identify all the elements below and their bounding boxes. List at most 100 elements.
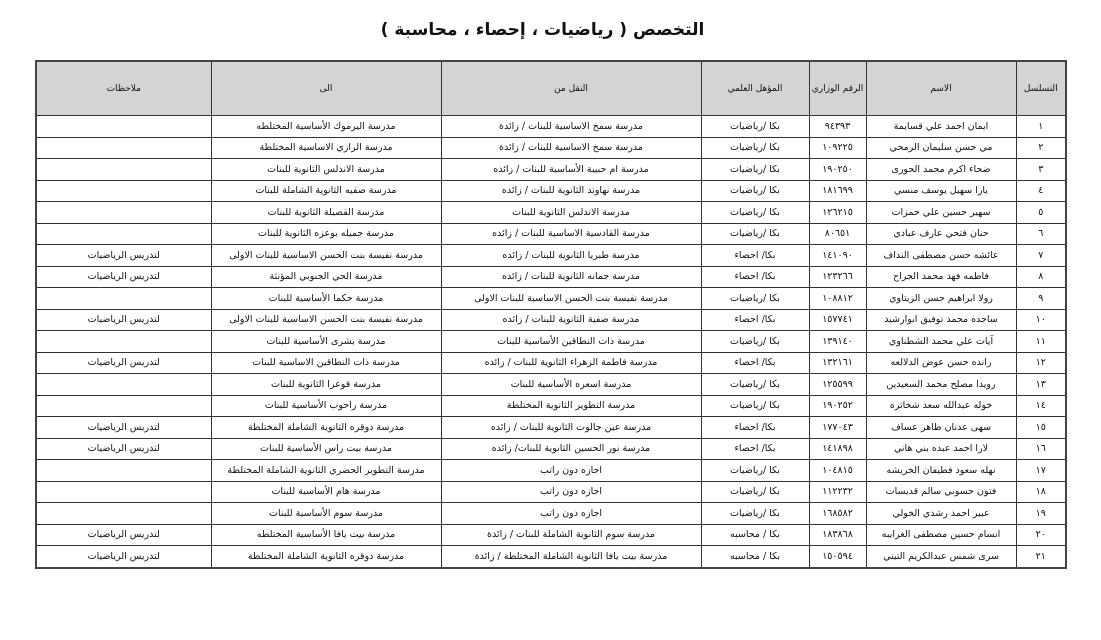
ministry-number-cell: ١٠٨٨١٢ — [808, 287, 867, 310]
header-ministry-number: الرقم الوزاري — [808, 60, 867, 116]
ministry-number-cell: ١٩٠٢٥٠ — [808, 158, 867, 181]
transfers-table: التسلسل الاسم الرقم الوزاري المؤهل العلم… — [35, 60, 1067, 569]
serial-cell: ٨ — [1015, 265, 1067, 288]
transfer-to-cell: مدرسة الحي الجنوبي المؤنثة — [210, 265, 442, 288]
qualification-cell: بكا /رياضيات — [700, 394, 810, 417]
serial-cell: ١ — [1015, 115, 1067, 138]
notes-cell — [35, 480, 212, 503]
notes-cell: لتدريس الرياضيات — [35, 244, 212, 267]
table-body: ١ ايمان احمد علي قسايمة ٩٤٣٩٣ بكا /رياضيات م… — [35, 115, 1067, 568]
notes-cell — [35, 222, 212, 245]
serial-cell: ١١ — [1015, 330, 1067, 353]
qualification-cell: بكا /رياضيات — [700, 287, 810, 310]
serial-cell: ١٩ — [1015, 502, 1067, 525]
transfer-to-cell: مدرسة الرازي الاساسية المختلطة — [210, 136, 442, 159]
transfer-from-cell: مدرسة طبريا الثانوية للبنات / زائده — [440, 244, 702, 267]
serial-cell: ٤ — [1015, 179, 1067, 202]
serial-cell: ٣ — [1015, 158, 1067, 181]
transfer-from-cell: مدرسة اسعره الأساسية للبنات — [440, 373, 702, 396]
serial-cell: ١٤ — [1015, 394, 1067, 417]
name-cell: سرى شمس عبدالكريم التيني — [865, 545, 1017, 568]
table-row: ١١ آيات علي محمد الشطناوي ١٣٩١٤٠ بكا /رياضي… — [35, 330, 1067, 353]
header-transfer-from: النقل من — [440, 60, 702, 116]
name-cell: ساجده محمد توفيق ابوارشيد — [865, 308, 1017, 331]
table-row: ١٠ ساجده محمد توفيق ابوارشيد ١٥٧٧٤١ بكا/ اح… — [35, 308, 1067, 331]
transfer-to-cell: مدرسة دوقره الثانوية الشاملة المختلطة — [210, 416, 442, 439]
table-row: ١٤ خوله عبدالله سعد شخاتره ١٩٠٢٥٢ بكا /رياض… — [35, 394, 1067, 417]
transfer-to-cell: مدرسة نفيسة بنت الحسن الاساسية للبنات ال… — [210, 308, 442, 331]
table-row: ٢٠ انسام حسين مصطفى الغرايبه ١٨٣٨٦٨ بكا / م… — [35, 523, 1067, 546]
transfer-from-cell: اجازه دون راتب — [440, 502, 702, 525]
transfer-to-cell: مدرسة سوم الأساسية للبنات — [210, 502, 442, 525]
name-cell: عبير احمد رشدي الخولي — [865, 502, 1017, 525]
ministry-number-cell: ١٧٧٠٤٣ — [808, 416, 867, 439]
name-cell: نهله سعود فطيفان الخريشه — [865, 459, 1017, 482]
qualification-cell: بكا/ احصاء — [700, 416, 810, 439]
notes-cell: لتدريس الرياضيات — [35, 265, 212, 288]
ministry-number-cell: ١٠٤٨١٥ — [808, 459, 867, 482]
transfer-to-cell: مدرسة صفيه الثانوية الشاملة للبنات — [210, 179, 442, 202]
table-row: ١٦ لارا احمد عبده بني هاني ١٤١٨٩٨ بكا/ احصا… — [35, 437, 1067, 460]
table-row: ١٩ عبير احمد رشدي الخولي ١٦٨٥٨٢ بكا /رياضيا… — [35, 502, 1067, 525]
header-transfer-to: الى — [210, 60, 442, 116]
ministry-number-cell: ١٢٣٢٦٦ — [808, 265, 867, 288]
notes-cell: لتدريس الرياضيات — [35, 545, 212, 568]
table-row: ٥ سهير حسين علي حمزات ١٢٦٢١٥ بكا /رياضيات مد… — [35, 201, 1067, 224]
name-cell: حنان فتحي عارف عبادي — [865, 222, 1017, 245]
table-row: ١٧ نهله سعود فطيفان الخريشه ١٠٤٨١٥ بكا /ريا… — [35, 459, 1067, 482]
ministry-number-cell: ١٦٨٥٨٢ — [808, 502, 867, 525]
ministry-number-cell: ١٨١٦٩٩ — [808, 179, 867, 202]
transfer-to-cell: مدرسة نفيسة بنت الحسن الاساسية للبنات ال… — [210, 244, 442, 267]
notes-cell: لتدريس الرياضيات — [35, 437, 212, 460]
ministry-number-cell: ١٢٥٥٩٩ — [808, 373, 867, 396]
serial-cell: ١٦ — [1015, 437, 1067, 460]
name-cell: فتون حسوني سالم قديسات — [865, 480, 1017, 503]
transfer-from-cell: مدرسة عين جالوت الثانوية للبنات / زائده — [440, 416, 702, 439]
serial-cell: ١٢ — [1015, 351, 1067, 374]
notes-cell — [35, 287, 212, 310]
notes-cell — [35, 459, 212, 482]
serial-cell: ١٠ — [1015, 308, 1067, 331]
qualification-cell: بكا /رياضيات — [700, 179, 810, 202]
table-row: ١٢ رانده حسن عوض الدلالعه ١٣٢١٦١ بكا/ احصاء… — [35, 351, 1067, 374]
serial-cell: ٧ — [1015, 244, 1067, 267]
table-row: ٩ رولا ابراهيم حسن الزيتاوي ١٠٨٨١٢ بكا /ريا… — [35, 287, 1067, 310]
transfer-to-cell: مدرسة هام الأساسية للبنات — [210, 480, 442, 503]
transfer-from-cell: اجازه دون راتب — [440, 459, 702, 482]
serial-cell: ١٣ — [1015, 373, 1067, 396]
transfer-to-cell: مدرسة بيت يافا الأساسية المختلطه — [210, 523, 442, 546]
serial-cell: ٢١ — [1015, 545, 1067, 568]
name-cell: خوله عبدالله سعد شخاتره — [865, 394, 1017, 417]
qualification-cell: بكا /رياضيات — [700, 158, 810, 181]
transfer-to-cell: مدرسة دوقره الثانوية الشاملة المختلطة — [210, 545, 442, 568]
notes-cell: لتدريس الرياضيات — [35, 523, 212, 546]
qualification-cell: بكا /رياضيات — [700, 480, 810, 503]
transfer-to-cell: مدرسة اليرموك الأساسية المختلطه — [210, 115, 442, 138]
transfer-to-cell: مدرسة الاندلس الثانوية للبنات — [210, 158, 442, 181]
table-row: ١٨ فتون حسوني سالم قديسات ١١٢٢٣٢ بكا /رياضي… — [35, 480, 1067, 503]
qualification-cell: بكا /رياضيات — [700, 330, 810, 353]
qualification-cell: بكا / محاسبه — [700, 545, 810, 568]
name-cell: مي حسن سليمان الرمحي — [865, 136, 1017, 159]
name-cell: عائشه حسن مصطفى النداف — [865, 244, 1017, 267]
ministry-number-cell: ٩٤٣٩٣ — [808, 115, 867, 138]
ministry-number-cell: ١١٢٢٣٢ — [808, 480, 867, 503]
name-cell: يارا سهيل يوسف منسي — [865, 179, 1017, 202]
name-cell: رانده حسن عوض الدلالعه — [865, 351, 1017, 374]
name-cell: سهير حسين علي حمزات — [865, 201, 1017, 224]
serial-cell: ١٥ — [1015, 416, 1067, 439]
ministry-number-cell: ١٠٩٢٢٥ — [808, 136, 867, 159]
name-cell: آيات علي محمد الشطناوي — [865, 330, 1017, 353]
header-row: التسلسل الاسم الرقم الوزاري المؤهل العلم… — [35, 60, 1067, 116]
notes-cell — [35, 158, 212, 181]
ministry-number-cell: ١٥٧٧٤١ — [808, 308, 867, 331]
transfer-from-cell: مدرسة الاندلس الثانوية للبنات — [440, 201, 702, 224]
transfer-to-cell: مدرسة بيت راس الأساسية للبنات — [210, 437, 442, 460]
header-name: الاسم — [865, 60, 1017, 116]
serial-cell: ١٧ — [1015, 459, 1067, 482]
transfer-from-cell: مدرسة القادسية الاساسية للبنات / زائده — [440, 222, 702, 245]
transfer-to-cell: مدرسة بشرى الأساسية للبنات — [210, 330, 442, 353]
transfer-to-cell: مدرسة ذات النطاقين الاساسية للبنات — [210, 351, 442, 374]
table-row: ١ ايمان احمد علي قسايمة ٩٤٣٩٣ بكا /رياضيات م… — [35, 115, 1067, 138]
name-cell: ضحاء اكرم محمد الحورى — [865, 158, 1017, 181]
